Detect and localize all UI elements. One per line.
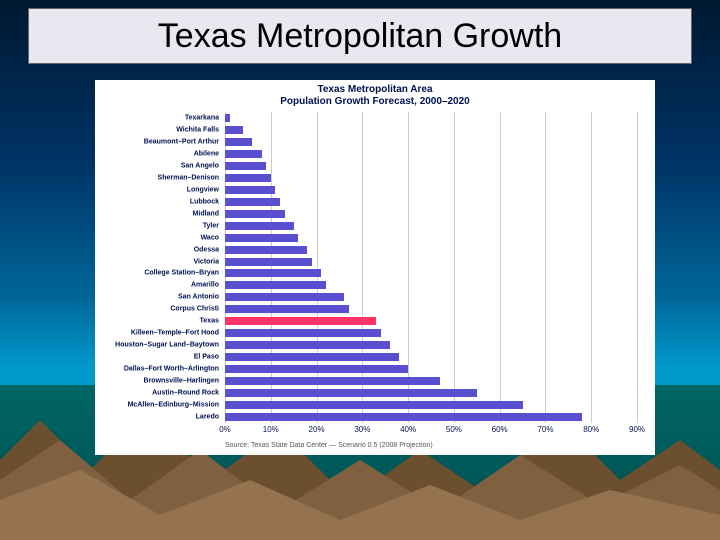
- chart-title: Texas Metropolitan Area Population Growt…: [95, 80, 655, 108]
- bar: [225, 234, 298, 242]
- x-tick-label: 40%: [400, 425, 416, 434]
- y-tick-label: Houston–Sugar Land–Baytown: [115, 342, 219, 349]
- bar: [225, 365, 408, 373]
- bar: [225, 389, 477, 397]
- y-tick-label: Laredo: [196, 414, 219, 421]
- bar: [225, 174, 271, 182]
- bar: [225, 114, 230, 122]
- x-tick-label: 90%: [629, 425, 645, 434]
- bar: [225, 329, 381, 337]
- y-tick-label: Corpus Christi: [170, 306, 219, 313]
- bar: [225, 150, 262, 158]
- x-tick-label: 70%: [537, 425, 553, 434]
- bar: [225, 401, 523, 409]
- bar: [225, 377, 440, 385]
- y-tick-label: Dallas–Fort Worth–Arlington: [124, 366, 219, 373]
- slide: Texas Metropolitan Growth Texas Metropol…: [0, 0, 720, 540]
- y-tick-label: Beaumont–Port Arthur: [144, 138, 219, 145]
- x-tick-label: 20%: [309, 425, 325, 434]
- bar: [225, 305, 349, 313]
- bar: [225, 186, 275, 194]
- y-tick-label: Longview: [187, 186, 219, 193]
- x-axis-labels: 0%10%20%30%40%50%60%70%80%90%: [225, 425, 637, 435]
- y-tick-label: Sherman–Denison: [158, 174, 219, 181]
- y-axis-labels: Texarkana Wichita Falls Beaumont–Port Arth…: [95, 112, 223, 423]
- y-tick-label: Brownsville–Harlingen: [144, 378, 219, 385]
- grid-line: [454, 112, 455, 423]
- y-tick-label: Abilene: [194, 150, 219, 157]
- x-tick-label: 10%: [263, 425, 279, 434]
- grid-line: [637, 112, 638, 423]
- bar: [225, 210, 285, 218]
- plot-area: [225, 112, 637, 423]
- y-tick-label: Austin–Round Rock: [152, 390, 219, 397]
- bar: [225, 162, 266, 170]
- y-tick-label: Odessa: [194, 246, 219, 253]
- chart: Texas Metropolitan Area Population Growt…: [95, 80, 655, 455]
- y-tick-label: Wichita Falls: [176, 126, 219, 133]
- bar: [225, 269, 321, 277]
- x-tick-label: 30%: [354, 425, 370, 434]
- bar: [225, 413, 582, 421]
- y-tick-label: Victoria: [193, 258, 219, 265]
- bar: [225, 222, 294, 230]
- slide-title: Texas Metropolitan Growth: [158, 17, 562, 56]
- bar: [225, 126, 243, 134]
- x-tick-label: 0%: [219, 425, 231, 434]
- bar-highlight: [225, 317, 376, 325]
- y-tick-label: Amarillo: [191, 282, 219, 289]
- y-tick-label: San Antonio: [178, 294, 219, 301]
- y-tick-label: Texarkana: [185, 114, 219, 121]
- bar: [225, 281, 326, 289]
- chart-title-line1: Texas Metropolitan Area: [95, 84, 655, 96]
- y-tick-label: Texas: [200, 318, 219, 325]
- grid-line: [545, 112, 546, 423]
- grid-line: [500, 112, 501, 423]
- y-tick-label: Tyler: [203, 222, 219, 229]
- y-tick-label: El Paso: [194, 354, 219, 361]
- bar: [225, 341, 390, 349]
- title-box: Texas Metropolitan Growth: [28, 8, 692, 64]
- y-tick-label: College Station–Bryan: [144, 270, 219, 277]
- bar: [225, 198, 280, 206]
- bar: [225, 258, 312, 266]
- y-tick-label: San Angelo: [181, 162, 219, 169]
- chart-title-line2: Population Growth Forecast, 2000–2020: [95, 96, 655, 108]
- bar: [225, 138, 252, 146]
- x-tick-label: 80%: [583, 425, 599, 434]
- bar: [225, 293, 344, 301]
- y-tick-label: Midland: [193, 210, 219, 217]
- chart-source: Source: Texas State Data Center — Scenar…: [225, 442, 433, 449]
- bar: [225, 353, 399, 361]
- y-tick-label: McAllen–Edinburg–Mission: [128, 402, 219, 409]
- y-tick-label: Lubbock: [190, 198, 219, 205]
- y-tick-label: Killeen–Temple–Fort Hood: [131, 330, 219, 337]
- x-tick-label: 50%: [446, 425, 462, 434]
- bar: [225, 246, 307, 254]
- grid-line: [591, 112, 592, 423]
- x-tick-label: 60%: [492, 425, 508, 434]
- y-tick-label: Waco: [201, 234, 219, 241]
